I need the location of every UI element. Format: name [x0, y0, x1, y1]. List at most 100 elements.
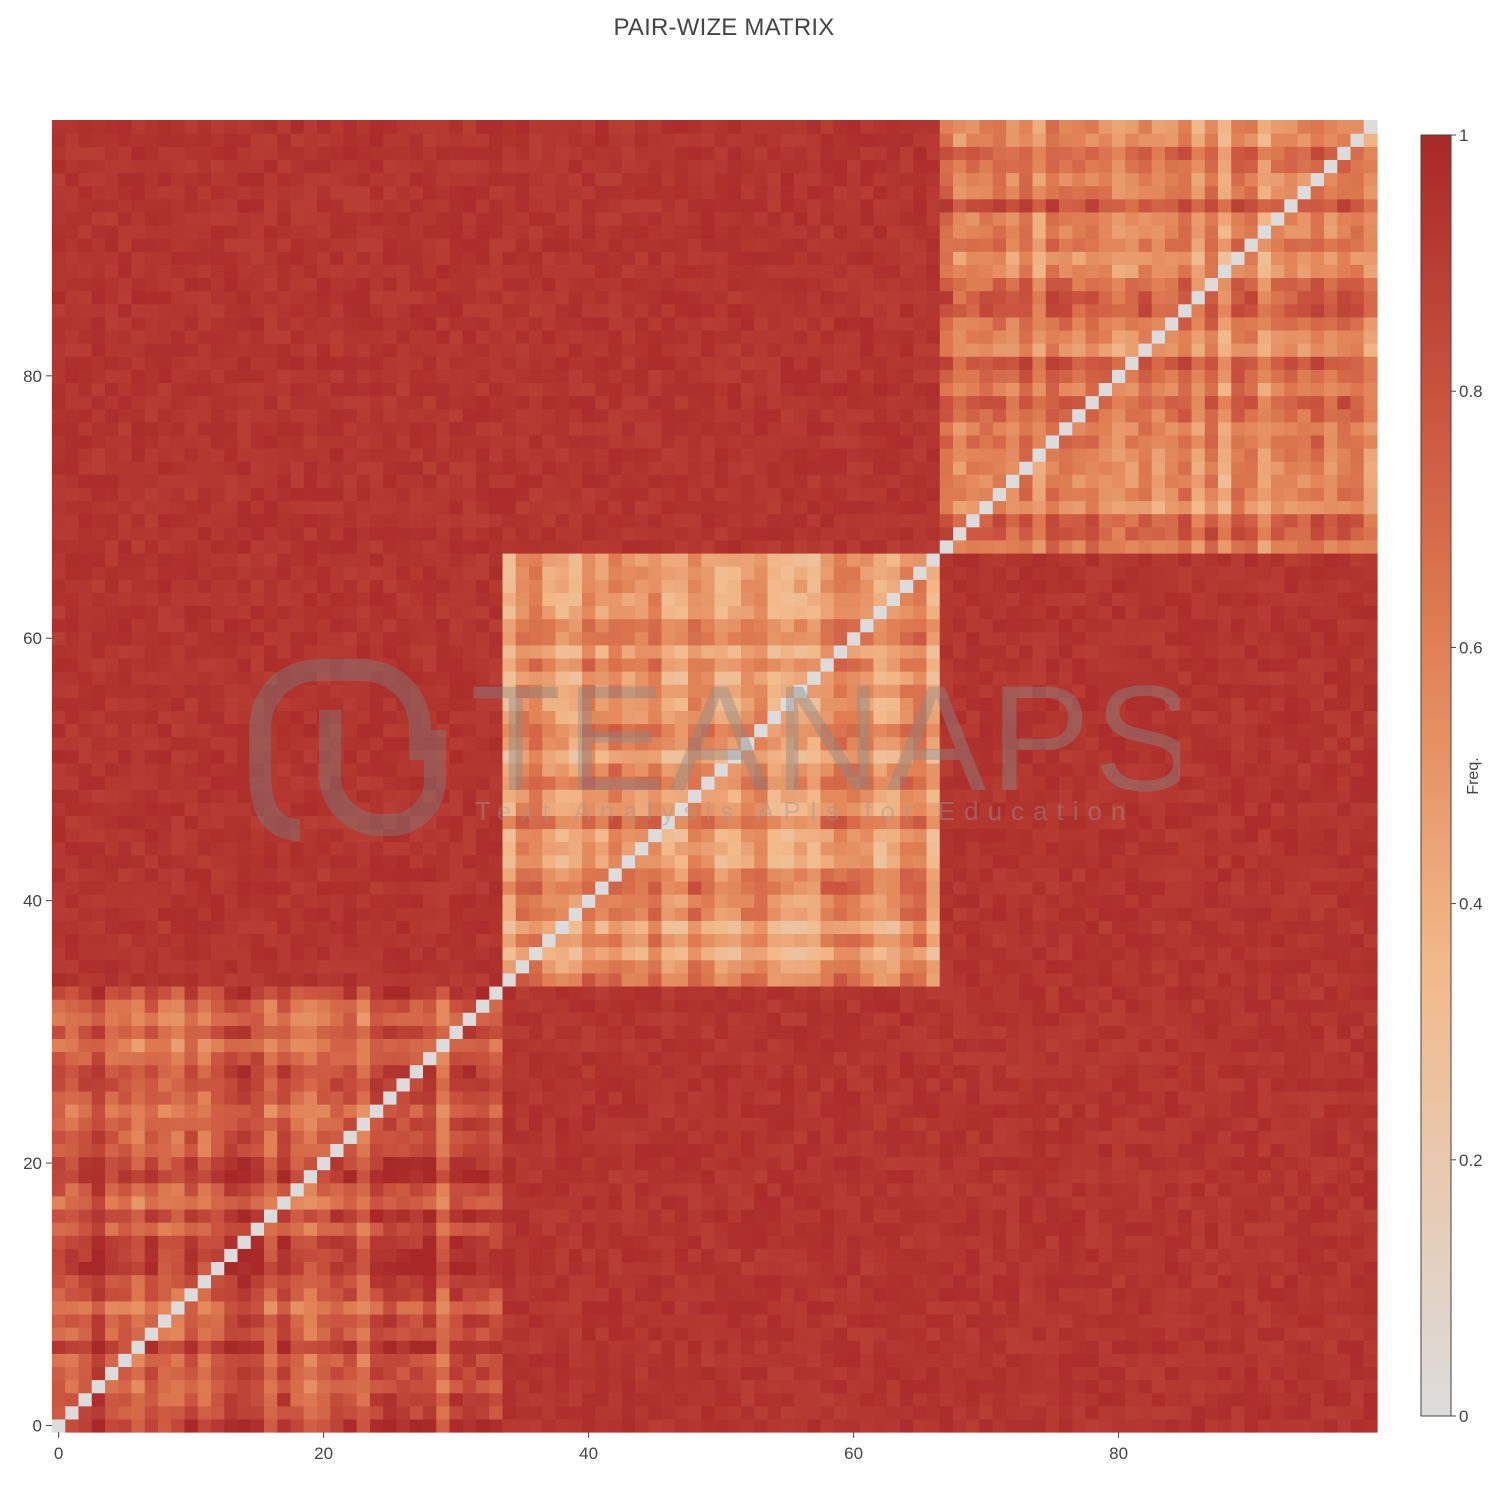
heatmap-cell: [91, 946, 106, 961]
heatmap-cell: [317, 1012, 331, 1026]
heatmap-cell: [886, 789, 901, 803]
heatmap-cell: [105, 985, 119, 1000]
heatmap-cell: [754, 1143, 769, 1158]
heatmap-cell: [820, 933, 835, 948]
heatmap-cell: [555, 1012, 570, 1026]
heatmap-cell: [65, 1143, 80, 1158]
heatmap-cell: [52, 1077, 66, 1092]
heatmap-cell: [449, 920, 464, 935]
heatmap-cell: [767, 946, 782, 961]
heatmap-cell: [900, 920, 914, 935]
heatmap-cell: [1059, 1025, 1073, 1039]
heatmap-cell: [529, 1195, 543, 1210]
heatmap-cell: [1337, 789, 1352, 803]
heatmap-cell: [714, 776, 729, 790]
heatmap-cell: [674, 1379, 689, 1394]
heatmap-cell: [913, 1418, 928, 1433]
heatmap-cell: [661, 867, 676, 882]
heatmap-cell: [144, 972, 159, 987]
heatmap-cell: [1284, 1090, 1299, 1105]
heatmap-cell: [476, 776, 490, 790]
heatmap-cell: [330, 1287, 345, 1302]
heatmap-cell: [462, 1051, 477, 1066]
heatmap-cell: [767, 1274, 782, 1289]
heatmap-cell: [65, 1195, 80, 1210]
heatmap-cell: [674, 789, 689, 803]
heatmap-cell: [65, 1012, 80, 1026]
heatmap-cell: [383, 828, 398, 843]
heatmap-cell: [131, 1405, 146, 1420]
heatmap-cell: [595, 880, 610, 895]
heatmap-cell: [873, 1156, 888, 1171]
heatmap-cell: [78, 972, 93, 987]
heatmap-cell: [65, 1077, 80, 1092]
heatmap-cell: [409, 880, 424, 895]
heatmap-cell: [144, 1235, 159, 1249]
heatmap-cell: [91, 789, 106, 803]
heatmap-cell: [91, 1261, 106, 1276]
heatmap-cell: [1006, 1064, 1020, 1079]
heatmap-cell: [1271, 1418, 1285, 1433]
heatmap-cell: [807, 841, 822, 856]
heatmap-cell: [105, 1274, 119, 1289]
heatmap-cell: [515, 1077, 530, 1092]
heatmap-cell: [754, 815, 769, 830]
heatmap-cell: [515, 985, 530, 1000]
heatmap-cell: [1125, 789, 1140, 803]
heatmap-cell: [780, 959, 795, 974]
heatmap-cell: [953, 1038, 967, 1053]
heatmap-cell: [595, 1261, 610, 1276]
heatmap-cell: [754, 1104, 769, 1118]
heatmap-cell: [1019, 959, 1034, 974]
heatmap-cell: [1191, 815, 1206, 830]
heatmap-cell: [290, 1366, 305, 1381]
heatmap-cell: [1297, 972, 1312, 987]
heatmap-cell: [131, 1366, 146, 1381]
heatmap-cell: [780, 815, 795, 830]
heatmap-cell: [939, 933, 954, 948]
heatmap-cell: [754, 1051, 769, 1066]
heatmap-cell: [197, 880, 212, 895]
heatmap-cell: [1098, 1130, 1113, 1144]
heatmap-cell: [860, 985, 875, 1000]
heatmap-cell: [423, 1222, 437, 1236]
heatmap-cell: [330, 959, 345, 974]
heatmap-cell: [52, 1208, 66, 1223]
heatmap-cell: [635, 1261, 649, 1276]
heatmap-cell: [476, 946, 490, 961]
heatmap-cell: [1363, 1143, 1378, 1158]
heatmap-cell: [317, 1104, 331, 1118]
heatmap-cell: [1059, 1353, 1073, 1367]
heatmap-cell: [436, 1077, 451, 1092]
heatmap-cell: [701, 894, 716, 908]
heatmap-cell: [515, 1248, 530, 1263]
heatmap-cell: [1165, 1353, 1179, 1367]
heatmap-cell: [966, 867, 981, 882]
heatmap-cell: [396, 1117, 411, 1131]
heatmap-cell: [1112, 999, 1126, 1013]
heatmap-cell: [1112, 1012, 1126, 1026]
heatmap-cell: [211, 1090, 225, 1105]
heatmap-cell: [462, 972, 477, 987]
heatmap-cell: [1072, 1405, 1087, 1420]
heatmap-cell: [1218, 815, 1232, 830]
heatmap-cell: [436, 1182, 451, 1197]
heatmap-cell: [1284, 1235, 1299, 1249]
heatmap-cell: [833, 841, 848, 856]
heatmap-cell: [1218, 1156, 1232, 1171]
heatmap-cell: [476, 1261, 490, 1276]
heatmap-cell: [131, 776, 146, 790]
heatmap-cell: [913, 1169, 928, 1184]
heatmap-cell: [476, 1300, 490, 1315]
heatmap-cell: [1297, 1051, 1312, 1066]
heatmap-cell: [1218, 1051, 1232, 1066]
heatmap-cell: [926, 1366, 941, 1381]
heatmap-cell: [78, 1169, 93, 1184]
heatmap-cell: [343, 1287, 358, 1302]
heatmap-cell: [714, 972, 729, 987]
heatmap-cell: [1006, 1405, 1020, 1420]
heatmap-cell: [1231, 1327, 1246, 1341]
heatmap-cell: [860, 1051, 875, 1066]
heatmap-cell: [582, 828, 596, 843]
heatmap-cell: [1324, 1300, 1338, 1315]
